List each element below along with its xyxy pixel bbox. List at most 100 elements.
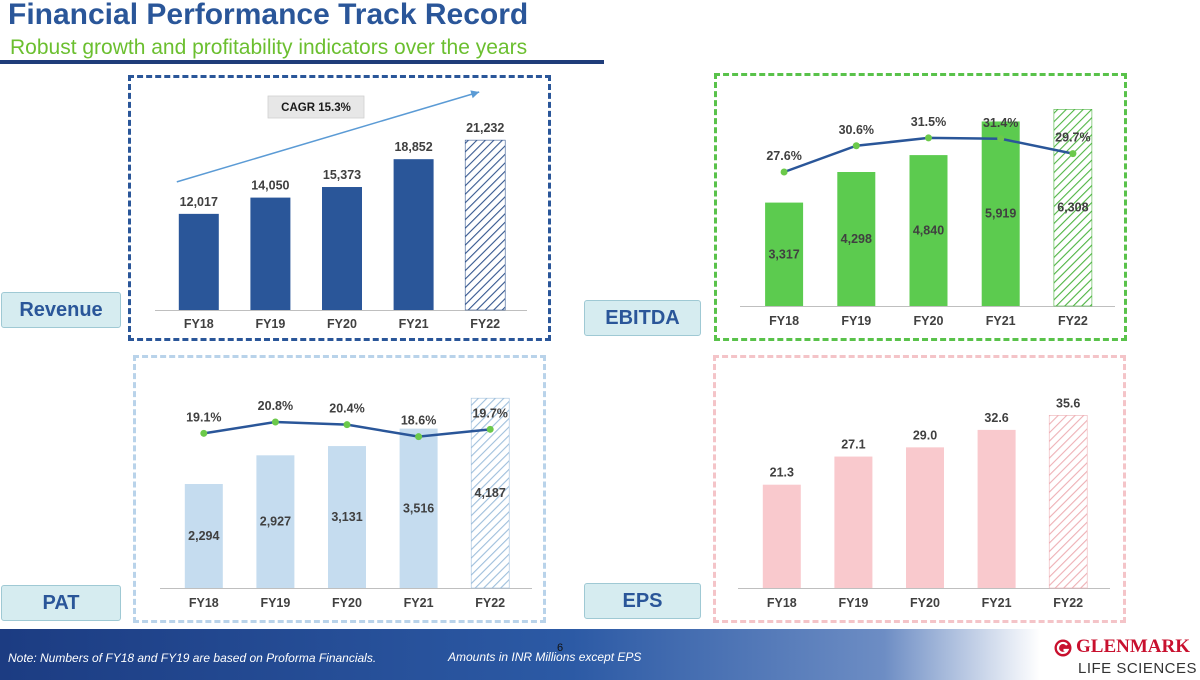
page-number: 6: [557, 642, 564, 654]
pat-panel: [133, 355, 546, 623]
page-subtitle: Robust growth and profitability indicato…: [10, 36, 528, 59]
ebitda-margin-label: 31.5%: [911, 115, 946, 129]
ebitda-margin-label: 30.6%: [839, 123, 874, 137]
pat-tick-label: FY19: [260, 596, 290, 610]
ebitda-label: EBITDA: [584, 300, 701, 336]
ebitda-margin-point: [997, 135, 1005, 143]
ebitda-bar-fy21: [981, 121, 1020, 307]
cagr-arrowhead: [470, 90, 480, 99]
eps-tick-label: FY20: [910, 596, 940, 610]
eps-label: EPS: [584, 583, 701, 619]
page-title: Financial Performance Track Record: [8, 0, 529, 31]
footer: Note: Numbers of FY18 and FY19 are based…: [0, 629, 1200, 680]
eps-bar-fy21: [977, 429, 1016, 588]
revenue-value-label: 12,017: [180, 195, 218, 209]
ebitda-margin-point: [1069, 150, 1077, 158]
pat-bar-fy20: [328, 446, 366, 588]
footer-band: [0, 629, 1040, 680]
revenue-value-label: 21,232: [466, 121, 504, 135]
revenue-bar-fy22: [464, 139, 506, 311]
ebitda-bar-fy20: [909, 155, 948, 306]
ebitda-margin-point: [925, 134, 932, 142]
eps-tick-label: FY21: [982, 596, 1012, 610]
ebitda-bar-fy22: [1053, 109, 1093, 307]
ebitda-value-label: 3,317: [768, 247, 799, 261]
ebitda-value-label: 4,840: [913, 224, 944, 238]
pat-tick-label: FY22: [475, 596, 505, 610]
ebitda-tick-label: FY20: [914, 314, 944, 328]
pat-margin-point: [486, 425, 494, 433]
footer-note: Note: Numbers of FY18 and FY19 are based…: [8, 651, 377, 665]
cagr-badge: [267, 95, 365, 119]
eps-value-label: 29.0: [913, 428, 937, 442]
revenue-tick-label: FY21: [399, 317, 429, 331]
pat-label: PAT: [1, 585, 121, 621]
pat-chart: 2,294 FY18 2,927 FY19 3,131 FY20 3,516 FY21 4,18…: [160, 397, 532, 610]
pat-value-label: 2,294: [188, 529, 219, 543]
pat-value-label: 3,131: [331, 510, 362, 524]
eps-bar-fy19: [834, 456, 873, 588]
eps-value-label: 21.3: [770, 466, 794, 480]
glenmark-logo: GLENMARK LIFE SCIENCES: [1052, 636, 1198, 679]
ebitda-tick-label: FY18: [769, 314, 799, 328]
ebitda-margin-label: 27.6%: [766, 149, 801, 163]
pat-margin-point: [200, 429, 208, 437]
logo-tagline: LIFE SCIENCES: [1078, 660, 1198, 677]
pat-margin-point: [415, 433, 423, 441]
pat-margin-label: 18.6%: [401, 414, 436, 428]
pat-value-label: 4,187: [475, 486, 506, 500]
pat-margin-label: 19.7%: [472, 406, 507, 420]
cagr-label: CAGR 15.3%: [281, 102, 351, 114]
pat-margin-label: 20.4%: [329, 402, 364, 416]
ebitda-margin-label: 31.4%: [983, 116, 1018, 130]
revenue-label: Revenue: [1, 292, 121, 328]
revenue-value-label: 15,373: [323, 168, 361, 182]
ebitda-margin-point: [780, 168, 788, 176]
pat-margin-point: [271, 418, 279, 426]
cagr-arrow: [176, 91, 480, 183]
revenue-bar-fy19: [250, 197, 291, 310]
ebitda-margin-label: 29.7%: [1055, 131, 1090, 145]
pat-tick-label: FY18: [189, 596, 219, 610]
ebitda-bar-fy18: [765, 202, 804, 306]
pat-bar-fy19: [256, 455, 295, 588]
ebitda-value-label: 6,308: [1057, 201, 1088, 215]
pat-value-label: 2,927: [260, 515, 291, 529]
ebitda-tick-label: FY22: [1058, 314, 1088, 328]
ebitda-tick-label: FY19: [841, 314, 871, 328]
eps-tick-label: FY18: [767, 596, 797, 610]
eps-tick-label: FY22: [1053, 596, 1083, 610]
eps-panel: [713, 355, 1126, 623]
eps-chart: 21.3 FY18 27.1 FY19 29.0 FY20 32.6 FY21 35.6 FY22: [738, 396, 1110, 610]
revenue-tick-label: FY19: [255, 317, 285, 331]
ebitda-chart: 3,317 FY18 4,298 FY19 4,840 FY20 5,919 FY21 6,30…: [740, 109, 1115, 328]
ebitda-tick-label: FY21: [986, 314, 1016, 328]
revenue-bar-fy21: [393, 159, 434, 310]
revenue-bar-fy18: [178, 213, 219, 310]
revenue-tick-label: FY18: [184, 317, 214, 331]
footer-amounts-note: Amounts in INR Millions except EPS: [448, 650, 642, 664]
ebitda-bar-fy19: [837, 172, 876, 306]
eps-value-label: 35.6: [1056, 396, 1080, 410]
eps-bar-fy22: [1048, 415, 1088, 589]
revenue-panel: [128, 75, 551, 341]
pat-value-label: 3,516: [403, 501, 434, 515]
pat-tick-label: FY20: [332, 596, 362, 610]
pat-tick-label: FY21: [404, 596, 434, 610]
pat-margin-point: [343, 421, 351, 429]
eps-value-label: 27.1: [841, 438, 865, 452]
ebitda-panel: [714, 73, 1127, 341]
eps-value-label: 32.6: [984, 411, 1008, 425]
title-underline: [0, 60, 604, 64]
ebitda-value-label: 4,298: [841, 232, 872, 246]
revenue-value-label: 14,050: [251, 179, 289, 193]
revenue-value-label: 18,852: [394, 140, 432, 154]
ebitda-value-label: 5,919: [985, 207, 1016, 221]
pat-margin-label: 19.1%: [186, 410, 221, 424]
pat-bar-fy21: [399, 428, 438, 588]
eps-bar-fy20: [906, 447, 944, 588]
ebitda-margin-point: [852, 142, 860, 150]
revenue-bar-fy20: [322, 187, 362, 310]
revenue-tick-label: FY22: [470, 317, 500, 331]
revenue-tick-label: FY20: [327, 317, 357, 331]
